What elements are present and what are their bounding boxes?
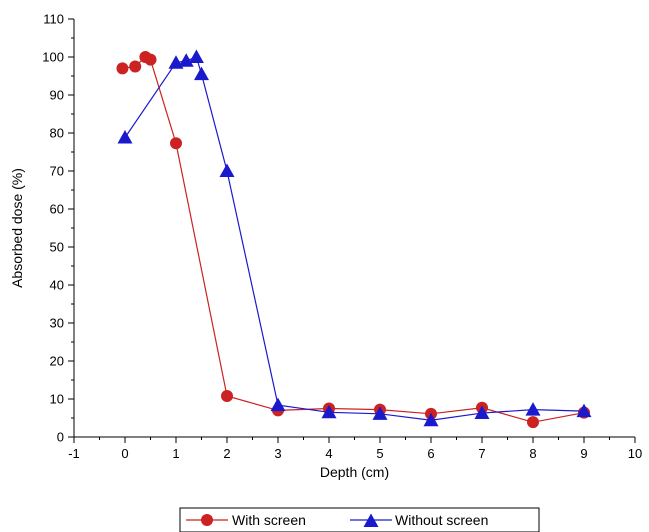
x-tick-label: 2 <box>223 446 230 461</box>
series-line <box>124 56 585 421</box>
x-tick-label: 3 <box>274 446 281 461</box>
data-point-triangle <box>576 403 592 418</box>
data-point-circle <box>116 62 129 75</box>
legend-label: Without screen <box>395 512 488 528</box>
axes <box>73 19 635 438</box>
x-tick-label: 10 <box>628 446 642 461</box>
y-tick-label: 30 <box>50 316 64 331</box>
data-point-triangle <box>423 412 439 427</box>
data-point-triangle <box>188 49 204 63</box>
x-tick-label: 6 <box>427 446 434 461</box>
y-tick-label: 90 <box>50 88 64 103</box>
x-tick-label: 0 <box>121 446 128 461</box>
y-tick-label: 100 <box>42 50 64 65</box>
legend-marker-circle <box>201 514 213 526</box>
x-tick-label: 4 <box>325 446 332 461</box>
y-tick-label: 50 <box>50 240 64 255</box>
y-tick-label: 110 <box>43 12 64 27</box>
y-tick-label: 40 <box>50 278 64 293</box>
data-point-circle <box>527 416 539 429</box>
x-tick-label: 8 <box>529 446 536 461</box>
x-tick-label: 5 <box>376 446 383 461</box>
y-tick-label: 0 <box>57 430 64 445</box>
x-tick-label: 9 <box>580 446 587 461</box>
data-point-circle <box>221 389 233 402</box>
data-point-triangle <box>321 404 337 419</box>
series-2 <box>117 49 592 427</box>
data-point-triangle <box>525 402 541 416</box>
data-point-triangle <box>178 53 194 67</box>
y-tick-label: 70 <box>50 164 64 179</box>
series-layer <box>116 49 592 429</box>
y-tick-label: 60 <box>50 202 64 217</box>
x-axis-label: Depth (cm) <box>320 464 389 480</box>
data-point-triangle <box>194 66 209 81</box>
legend-marker-triangle <box>363 513 379 527</box>
data-point-triangle <box>219 163 235 177</box>
data-point-triangle <box>117 130 133 144</box>
data-point-triangle <box>270 397 286 412</box>
legend-label: With screen <box>232 512 306 528</box>
series-line <box>122 56 585 423</box>
data-point-triangle <box>372 406 388 420</box>
series-1 <box>116 51 590 429</box>
legend: With screen Without screen <box>179 507 540 532</box>
data-point-triangle <box>474 405 490 420</box>
x-tick-label: 7 <box>478 446 485 461</box>
y-tick-label: 80 <box>50 126 64 141</box>
data-point-circle <box>129 60 142 73</box>
x-tick-label: -1 <box>68 446 80 461</box>
y-tick-label: 10 <box>50 392 64 407</box>
data-point-circle <box>170 137 182 150</box>
y-axis-label: Absorbed dose (%) <box>9 168 25 288</box>
y-tick-label: 20 <box>50 354 64 369</box>
x-tick-label: 1 <box>172 446 179 461</box>
data-point-circle <box>144 53 157 66</box>
